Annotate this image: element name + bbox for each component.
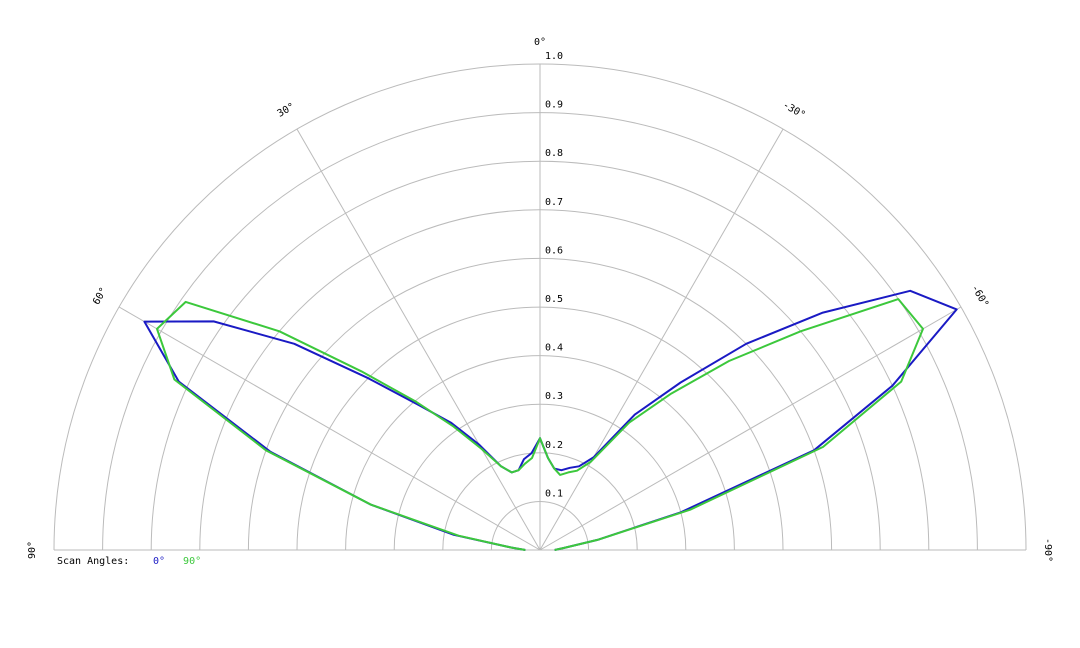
r-tick-label: 0.2 [545, 440, 563, 451]
theta-tick-label: 30° [276, 101, 297, 120]
legend-entry: 90° [183, 556, 201, 567]
r-tick-label: 0.4 [545, 343, 563, 354]
r-tick-label: 0.7 [545, 197, 563, 208]
grid-spoke [539, 128, 784, 551]
r-tick-label: 0.6 [545, 245, 563, 256]
series-line [156, 298, 924, 551]
legend-entry: 0° [153, 556, 165, 567]
grid-spoke [296, 128, 541, 551]
theta-tick-label: 60° [91, 286, 110, 307]
theta-tick-label: -60° [969, 283, 991, 309]
series-line [143, 289, 958, 551]
r-tick-label: 0.9 [545, 100, 563, 111]
theta-tick-label: -30° [781, 100, 807, 122]
grid-spoke [118, 306, 541, 551]
r-tick-label: 0.8 [545, 148, 563, 159]
legend-title: Scan Angles: [57, 556, 129, 567]
grid-spoke [539, 306, 962, 551]
r-tick-label: 1.0 [545, 51, 563, 62]
r-tick-label: 0.1 [545, 488, 563, 499]
theta-tick-label: 90° [27, 541, 38, 559]
theta-tick-label: 0° [534, 37, 546, 48]
r-tick-label: 0.5 [545, 294, 563, 305]
r-tick-label: 0.3 [545, 391, 563, 402]
theta-tick-label: -90° [1042, 538, 1053, 562]
